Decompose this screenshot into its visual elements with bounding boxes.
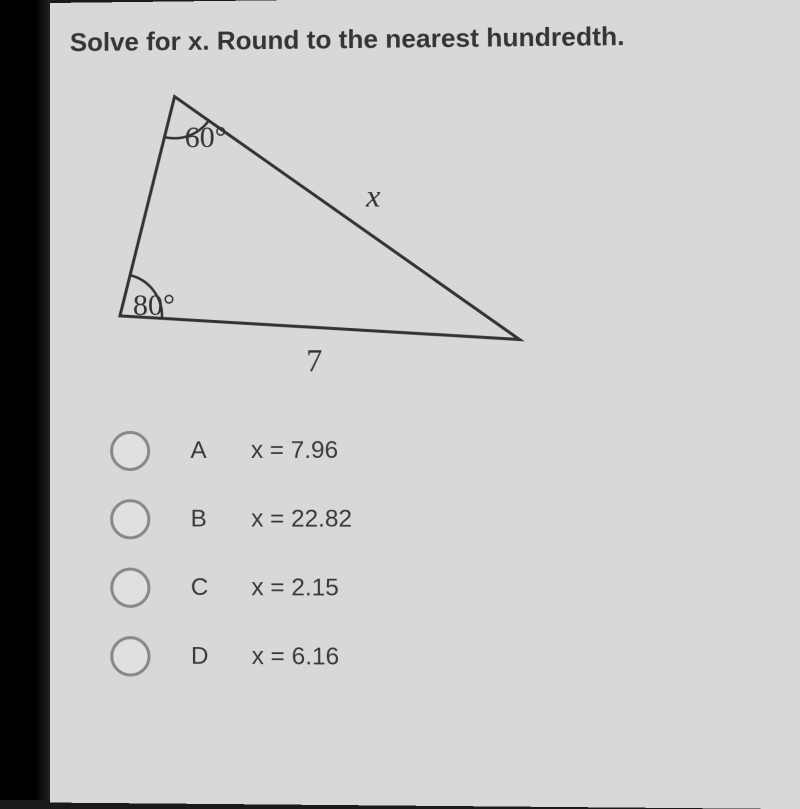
side-label-7: 7 xyxy=(306,342,322,379)
radio-b[interactable] xyxy=(110,499,150,539)
question-page: Solve for x. Round to the nearest hundre… xyxy=(50,0,800,809)
angle-label-60: 60° xyxy=(185,121,227,155)
option-letter: C xyxy=(191,574,252,602)
option-c[interactable]: C x = 2.15 xyxy=(110,568,785,611)
option-a[interactable]: A x = 7.96 xyxy=(110,430,784,471)
question-prompt: Solve for x. Round to the nearest hundre… xyxy=(70,19,779,58)
option-letter: A xyxy=(190,437,251,465)
radio-d[interactable] xyxy=(110,636,150,677)
triangle-diagram: 60° 80° x 7 xyxy=(85,78,551,391)
option-text: x = 22.82 xyxy=(251,505,352,533)
option-text: x = 2.15 xyxy=(251,574,338,603)
radio-c[interactable] xyxy=(110,568,150,608)
option-text: x = 7.96 xyxy=(251,437,338,465)
option-d[interactable]: D x = 6.16 xyxy=(110,636,786,680)
angle-label-80: 80° xyxy=(133,289,175,323)
option-letter: B xyxy=(191,505,252,533)
side-label-x: x xyxy=(366,177,381,214)
option-b[interactable]: B x = 22.82 xyxy=(110,499,785,540)
radio-a[interactable] xyxy=(110,431,150,471)
answer-options: A x = 7.96 B x = 22.82 C x = 2.15 D x = … xyxy=(110,430,786,680)
option-text: x = 6.16 xyxy=(252,643,340,672)
screen-edge xyxy=(0,0,50,800)
option-letter: D xyxy=(191,643,252,672)
